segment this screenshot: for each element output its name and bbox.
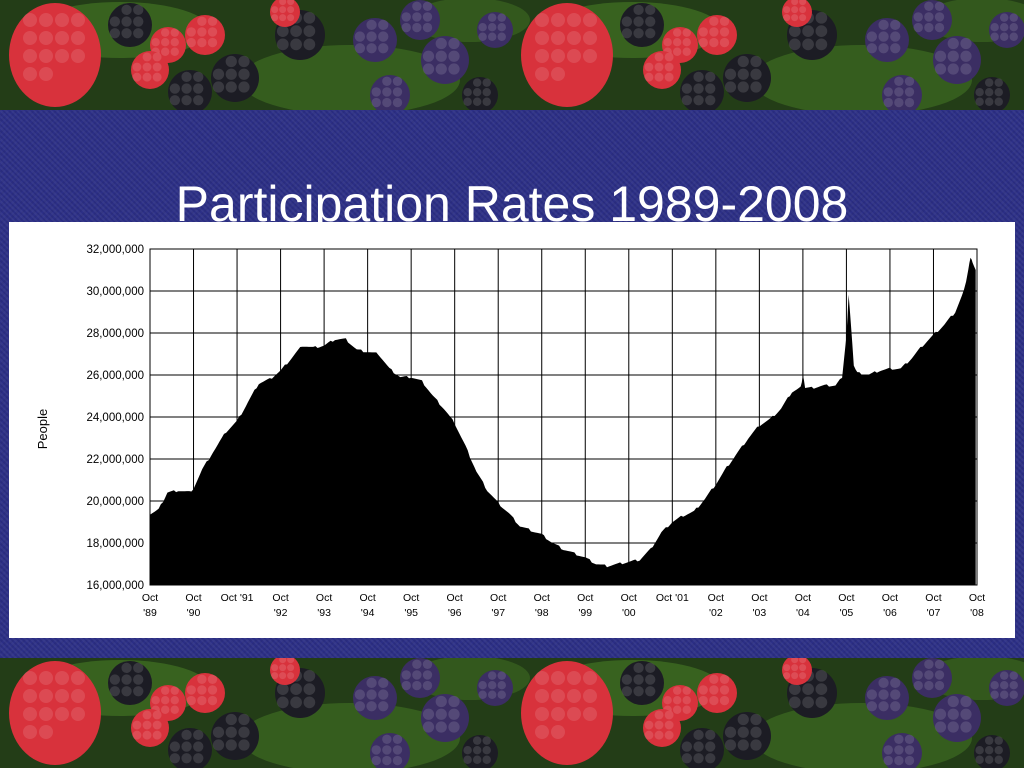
berries-photo-tile [521,0,1024,110]
chart-panel: 16,000,000 18,000,000 20,000,000 22,000,000… [9,222,1015,638]
x-tick-label: Oct '01 [656,592,689,604]
x-tick-label-year: '08 [970,607,984,619]
x-tick-label-year: '98 [535,607,549,619]
y-tick-label: 18,000,000 [86,538,144,550]
x-tick-label: Oct '91 [221,592,254,604]
x-tick-label: Oct [490,592,506,604]
x-tick-label: Oct [316,592,332,604]
x-tick-label: Oct [447,592,463,604]
participation-chart: 16,000,000 18,000,000 20,000,000 22,000,000… [35,244,985,619]
x-tick-label: Oct [882,592,898,604]
x-tick-label: Oct [534,592,550,604]
x-tick-label: Oct [751,592,767,604]
x-tick-label-year: '89 [143,607,157,619]
x-tick-label: Oct [359,592,375,604]
x-tick-label-year: '02 [709,607,723,619]
x-tick-label-year: '07 [927,607,941,619]
x-tick-label-year: '96 [448,607,462,619]
x-tick-label: Oct [969,592,985,604]
x-tick-label-year: '97 [491,607,505,619]
x-tick-label-year: '95 [404,607,418,619]
x-tick-label: Oct [185,592,201,604]
x-tick-label-year: '04 [796,607,810,619]
participation-area-series [150,257,976,585]
x-tick-label-year: '05 [840,607,854,619]
x-tick-label-year: '92 [274,607,288,619]
y-tick-label: 26,000,000 [86,370,144,382]
y-tick-label: 16,000,000 [86,580,144,592]
x-tick-label-year: '94 [361,607,375,619]
berries-photo-banner-bottom [0,658,1024,768]
x-tick-label-year: '06 [883,607,897,619]
x-tick-label-year: '00 [622,607,636,619]
x-tick-label: Oct [577,592,593,604]
x-tick-label: Oct [708,592,724,604]
x-tick-label: Oct [925,592,941,604]
y-tick-label: 24,000,000 [86,412,144,424]
berries-photo-tile [521,658,1024,768]
y-tick-label: 22,000,000 [86,454,144,466]
y-tick-label: 32,000,000 [86,244,144,256]
x-tick-label: Oct [403,592,419,604]
x-tick-label: Oct [272,592,288,604]
y-tick-label: 30,000,000 [86,286,144,298]
y-tick-label: 28,000,000 [86,328,144,340]
x-tick-label: Oct [795,592,811,604]
berries-photo-icon [9,658,1024,768]
y-tick-label: 20,000,000 [86,496,144,508]
berries-photo-tile [9,658,530,768]
x-tick-label-year: '93 [317,607,331,619]
plot-frame [149,248,978,586]
y-axis-label: People [35,409,50,449]
x-tick-label-year: '90 [187,607,201,619]
y-axis-ticks: 16,000,000 18,000,000 20,000,000 22,000,000… [86,244,144,592]
x-tick-label-year: '99 [578,607,592,619]
berries-photo-tile [9,0,530,110]
x-tick-label: Oct [142,592,158,604]
x-axis-ticks: Oct '89 Oct '90 Oct '91 Oct '92 Oct '93 Oct '94 Oct… [142,592,985,619]
berries-photo-banner-top [0,0,1024,110]
x-tick-label: Oct [838,592,854,604]
x-tick-label: Oct [621,592,637,604]
berries-photo-icon [9,0,1024,110]
x-tick-label-year: '03 [753,607,767,619]
